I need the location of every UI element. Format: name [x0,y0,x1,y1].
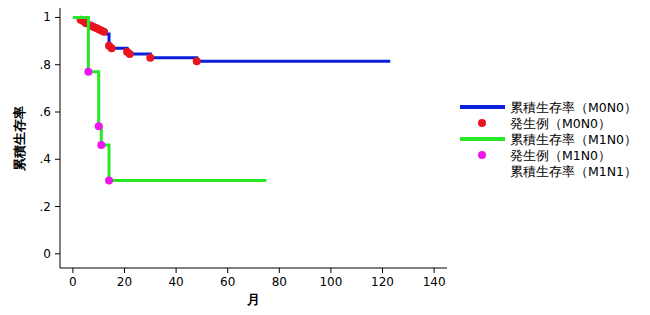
legend-label: 発生例（M0N0） [510,116,611,131]
y-tick-label: .8 [40,58,51,72]
y-tick [55,253,60,254]
legend-marker [478,151,486,159]
event-point [97,141,105,149]
event-point [105,177,113,185]
y-tick-label: .4 [40,152,51,166]
x-tick [382,268,383,273]
y-tick [55,159,60,160]
event-point [126,50,134,58]
legend-marker [478,119,486,127]
x-tick-label: 80 [272,275,287,289]
event-point [108,44,116,52]
legend-line [460,137,505,141]
y-axis-label: 累積生存率 [12,106,27,172]
x-tick [279,268,280,273]
x-tick-label: 140 [423,275,446,289]
legend-label: 発生例（M1N0） [510,148,611,163]
event-point [84,68,92,76]
x-tick-label: 100 [319,275,342,289]
y-tick-label: .2 [40,200,51,214]
x-tick-label: 0 [69,275,77,289]
legend-label: 累積生存率（M1N1） [510,164,637,179]
event-point [100,28,108,36]
x-tick [330,268,331,273]
y-tick [55,112,60,113]
plot-area [73,16,390,185]
survival-curve [73,17,267,180]
x-tick [124,268,125,273]
y-tick [55,206,60,207]
legend-label: 累積生存率（M1N0） [510,132,637,147]
legend-label: 累積生存率（M0N0） [510,100,637,115]
x-tick-label: 40 [168,275,183,289]
x-tick [227,268,228,273]
y-tick-label: 1 [43,10,51,24]
event-point [146,54,154,62]
x-tick [176,268,177,273]
x-tick-label: 20 [117,275,132,289]
y-axis [60,8,61,268]
x-tick-label: 60 [220,275,235,289]
event-point [95,122,103,130]
legend-line [460,105,505,109]
y-tick [55,64,60,65]
x-tick [72,268,73,273]
y-tick [55,17,60,18]
event-point [193,57,201,65]
y-tick-label: .6 [40,105,51,119]
x-axis [60,268,447,269]
x-tick-label: 120 [371,275,394,289]
x-tick [434,268,435,273]
y-tick-label: 0 [43,247,51,261]
chart: 0.2.4.6.81020406080100120140月累積生存率累積生存率（… [0,0,650,315]
survival-curve [73,17,390,61]
x-axis-label: 月 [246,292,260,307]
